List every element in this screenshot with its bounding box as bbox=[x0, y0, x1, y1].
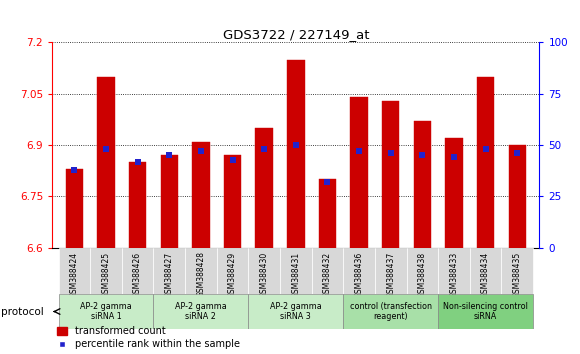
Bar bbox=[311, 248, 343, 294]
Bar bbox=[509, 145, 526, 248]
Text: GSM388429: GSM388429 bbox=[228, 251, 237, 298]
Text: GSM388424: GSM388424 bbox=[70, 251, 79, 298]
Bar bbox=[154, 248, 185, 294]
Text: GSM388433: GSM388433 bbox=[450, 251, 458, 298]
Bar bbox=[154, 294, 248, 329]
Text: GSM388437: GSM388437 bbox=[386, 251, 395, 298]
Bar bbox=[185, 248, 217, 294]
Text: GSM388427: GSM388427 bbox=[165, 251, 174, 298]
Text: GSM388431: GSM388431 bbox=[291, 251, 300, 298]
Text: GSM388425: GSM388425 bbox=[102, 251, 110, 298]
Bar bbox=[97, 77, 115, 248]
Bar bbox=[477, 77, 494, 248]
Bar bbox=[350, 97, 368, 248]
Text: GSM388438: GSM388438 bbox=[418, 251, 427, 298]
Bar bbox=[217, 248, 248, 294]
Bar bbox=[248, 294, 343, 329]
Bar bbox=[66, 169, 83, 248]
Bar bbox=[470, 248, 502, 294]
Bar bbox=[438, 294, 533, 329]
Bar bbox=[280, 248, 311, 294]
Bar bbox=[224, 155, 241, 248]
Text: control (transfection
reagent): control (transfection reagent) bbox=[350, 302, 432, 321]
Bar bbox=[375, 248, 407, 294]
Text: GSM388428: GSM388428 bbox=[197, 251, 205, 297]
Bar bbox=[287, 59, 305, 248]
Text: GSM388434: GSM388434 bbox=[481, 251, 490, 298]
Bar bbox=[161, 155, 178, 248]
Bar bbox=[343, 294, 438, 329]
Bar bbox=[90, 248, 122, 294]
Text: AP-2 gamma
siRNA 2: AP-2 gamma siRNA 2 bbox=[175, 302, 227, 321]
Text: GSM388430: GSM388430 bbox=[260, 251, 269, 298]
Bar bbox=[382, 101, 400, 248]
Bar bbox=[502, 248, 533, 294]
Bar bbox=[192, 142, 209, 248]
Bar bbox=[414, 121, 431, 248]
Text: GSM388436: GSM388436 bbox=[354, 251, 364, 298]
Bar bbox=[129, 162, 146, 248]
Text: GSM388435: GSM388435 bbox=[513, 251, 522, 298]
Bar bbox=[407, 248, 438, 294]
Bar bbox=[59, 248, 90, 294]
Bar bbox=[122, 248, 154, 294]
Bar bbox=[248, 248, 280, 294]
Text: AP-2 gamma
siRNA 3: AP-2 gamma siRNA 3 bbox=[270, 302, 322, 321]
Text: GSM388426: GSM388426 bbox=[133, 251, 142, 298]
Legend: transformed count, percentile rank within the sample: transformed count, percentile rank withi… bbox=[57, 326, 240, 349]
Bar bbox=[59, 294, 154, 329]
Bar bbox=[319, 179, 336, 248]
Text: GSM388432: GSM388432 bbox=[323, 251, 332, 298]
Text: Non-silencing control
siRNA: Non-silencing control siRNA bbox=[443, 302, 528, 321]
Text: AP-2 gamma
siRNA 1: AP-2 gamma siRNA 1 bbox=[80, 302, 132, 321]
Bar bbox=[255, 128, 273, 248]
Bar bbox=[438, 248, 470, 294]
Text: protocol: protocol bbox=[1, 307, 43, 316]
Bar bbox=[445, 138, 463, 248]
Bar bbox=[343, 248, 375, 294]
Title: GDS3722 / 227149_at: GDS3722 / 227149_at bbox=[223, 28, 369, 41]
